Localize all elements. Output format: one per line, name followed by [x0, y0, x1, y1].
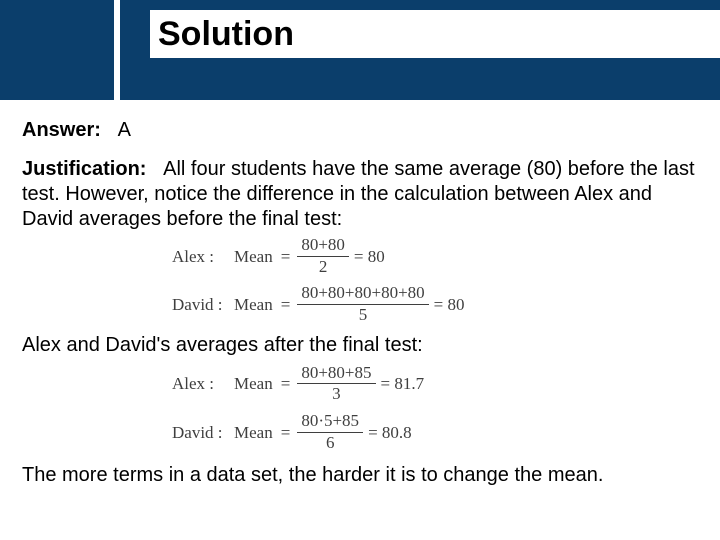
answer-label: Answer: [22, 119, 101, 141]
eq-mean-label: Mean [234, 422, 273, 443]
eq-denominator: 6 [322, 433, 339, 453]
eq-fraction: 80+80+85 3 [297, 364, 375, 404]
eq-equals: = [281, 294, 291, 315]
equation-row: Alex : Mean = 80+80 2 = 80 [172, 236, 698, 276]
final-text: The more terms in a data set, the harder… [22, 463, 698, 488]
eq-name: Alex : [172, 246, 234, 267]
equation-row: Alex : Mean = 80+80+85 3 = 81.7 [172, 364, 698, 404]
eq-fraction: 80+80 2 [297, 236, 349, 276]
eq-name: David : [172, 422, 234, 443]
answer-value [106, 119, 117, 141]
eq-fraction: 80+80+80+80+80 5 [297, 284, 428, 324]
eq-equals: = [281, 422, 291, 443]
eq-result: = 81.7 [381, 373, 425, 394]
content-area: Answer: A Justification: All four studen… [0, 100, 720, 488]
eq-fraction: 80·5+85 6 [297, 412, 363, 452]
eq-result: = 80 [434, 294, 465, 315]
eq-denominator: 5 [355, 305, 372, 325]
eq-mean-label: Mean [234, 373, 273, 394]
equation-row: David : Mean = 80+80+80+80+80 5 = 80 [172, 284, 698, 324]
justification-label: Justification: [22, 158, 146, 180]
header-title-wrap: Solution [150, 10, 720, 58]
answer-value-text: A [118, 119, 131, 141]
eq-equals: = [281, 373, 291, 394]
eq-result: = 80.8 [368, 422, 412, 443]
answer-line: Answer: A [22, 118, 698, 143]
equations-after: Alex : Mean = 80+80+85 3 = 81.7 David : … [22, 364, 698, 453]
header-bar: Solution [0, 0, 720, 100]
eq-numerator: 80+80+80+80+80 [297, 284, 428, 305]
after-text: Alex and David's averages after the fina… [22, 333, 698, 358]
eq-name: David : [172, 294, 234, 315]
eq-numerator: 80+80+85 [297, 364, 375, 385]
eq-mean-label: Mean [234, 246, 273, 267]
justification-block: Justification: All four students have th… [22, 157, 698, 232]
header-sidebar-block [0, 0, 120, 100]
page-title: Solution [158, 15, 294, 54]
justification-text [152, 158, 163, 180]
eq-numerator: 80·5+85 [297, 412, 363, 433]
equations-before: Alex : Mean = 80+80 2 = 80 David : Mean … [22, 236, 698, 325]
equation-row: David : Mean = 80·5+85 6 = 80.8 [172, 412, 698, 452]
eq-name: Alex : [172, 373, 234, 394]
eq-result: = 80 [354, 246, 385, 267]
eq-numerator: 80+80 [297, 236, 349, 257]
eq-denominator: 2 [315, 257, 332, 277]
eq-equals: = [281, 246, 291, 267]
eq-mean-label: Mean [234, 294, 273, 315]
eq-denominator: 3 [328, 384, 345, 404]
